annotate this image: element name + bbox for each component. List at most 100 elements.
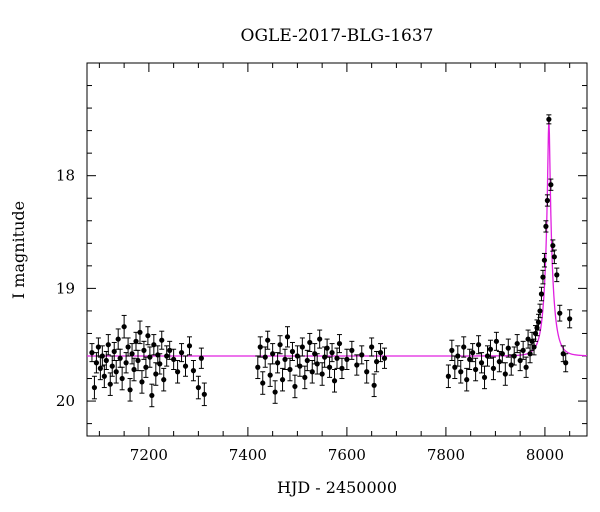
point-marker <box>374 359 380 365</box>
data-point <box>161 367 167 392</box>
model-curve <box>87 119 588 357</box>
point-marker <box>449 347 455 353</box>
x-tick-label: 7200 <box>130 446 168 464</box>
point-marker <box>329 350 335 356</box>
data-point <box>302 365 308 390</box>
data-point <box>178 343 185 363</box>
point-marker <box>344 356 350 362</box>
data-point <box>339 357 345 380</box>
point-marker <box>369 344 375 350</box>
point-marker <box>511 353 517 359</box>
data-point <box>129 343 135 365</box>
point-marker <box>326 364 333 370</box>
point-marker <box>91 384 98 391</box>
point-marker <box>287 366 293 373</box>
point-marker <box>129 351 135 357</box>
data-point <box>282 348 288 371</box>
data-point <box>371 373 377 398</box>
data-point <box>111 341 117 361</box>
data-point <box>324 338 330 358</box>
point-marker <box>529 338 535 344</box>
x-tick-label: 7800 <box>427 446 465 464</box>
data-point <box>543 220 549 233</box>
point-marker <box>470 350 476 356</box>
data-point <box>445 364 451 389</box>
point-marker <box>117 355 123 361</box>
data-point <box>461 336 467 358</box>
data-point <box>487 339 494 359</box>
point-marker <box>137 329 143 335</box>
point-marker <box>147 354 153 360</box>
data-point <box>141 340 147 360</box>
point-marker <box>314 361 320 367</box>
data-point <box>289 341 296 361</box>
data-point <box>557 304 563 322</box>
data-point <box>149 383 155 408</box>
data-point <box>186 336 193 356</box>
point-marker <box>262 354 268 360</box>
data-point <box>455 345 461 367</box>
point-marker <box>111 348 117 355</box>
point-marker <box>535 319 542 325</box>
data-point <box>452 355 458 380</box>
point-marker <box>339 365 345 371</box>
data-point <box>473 357 479 382</box>
point-marker <box>493 338 500 344</box>
data-point <box>490 356 497 381</box>
point-marker <box>567 316 573 322</box>
point-marker <box>277 342 283 348</box>
point-marker <box>467 356 473 362</box>
point-marker <box>520 347 526 353</box>
point-marker <box>319 371 325 377</box>
data-point <box>548 178 554 191</box>
point-marker <box>563 360 569 366</box>
point-marker <box>97 365 103 371</box>
point-marker <box>487 346 494 352</box>
data-point <box>541 252 548 268</box>
data-point <box>538 286 545 302</box>
data-point <box>467 348 473 371</box>
data-point <box>540 269 546 285</box>
data-point <box>525 329 531 349</box>
data-point <box>567 309 573 329</box>
point-marker <box>381 355 388 361</box>
point-marker <box>302 374 308 381</box>
data-point <box>131 357 137 382</box>
data-point <box>190 359 197 382</box>
point-marker <box>161 377 167 383</box>
point-marker <box>265 337 271 343</box>
point-marker <box>149 392 155 399</box>
point-marker <box>455 353 461 359</box>
data-point <box>174 359 181 384</box>
data-point <box>359 345 365 365</box>
data-point <box>326 356 333 378</box>
point-marker <box>324 345 330 351</box>
data-point <box>121 314 127 339</box>
point-marker <box>113 369 119 375</box>
data-point <box>307 332 313 352</box>
y-tick-label: 19 <box>56 279 75 297</box>
point-marker <box>458 369 464 375</box>
point-marker <box>141 347 147 353</box>
data-point <box>153 362 159 386</box>
data-point <box>279 367 286 392</box>
y-tick-label: 18 <box>56 167 75 185</box>
point-marker <box>359 352 365 358</box>
point-marker <box>279 377 286 383</box>
data-point <box>317 329 323 349</box>
point-marker <box>143 364 149 370</box>
point-marker <box>309 369 315 375</box>
point-marker <box>186 343 193 349</box>
point-marker <box>174 369 181 375</box>
point-marker <box>505 345 511 351</box>
data-point <box>551 249 557 265</box>
y-tick-label: 20 <box>56 392 75 410</box>
data-point <box>563 353 569 373</box>
data-point <box>546 114 552 125</box>
point-marker <box>527 351 533 357</box>
data-point <box>520 340 526 360</box>
data-point <box>133 331 139 351</box>
data-point <box>257 336 263 358</box>
point-marker <box>267 372 273 378</box>
